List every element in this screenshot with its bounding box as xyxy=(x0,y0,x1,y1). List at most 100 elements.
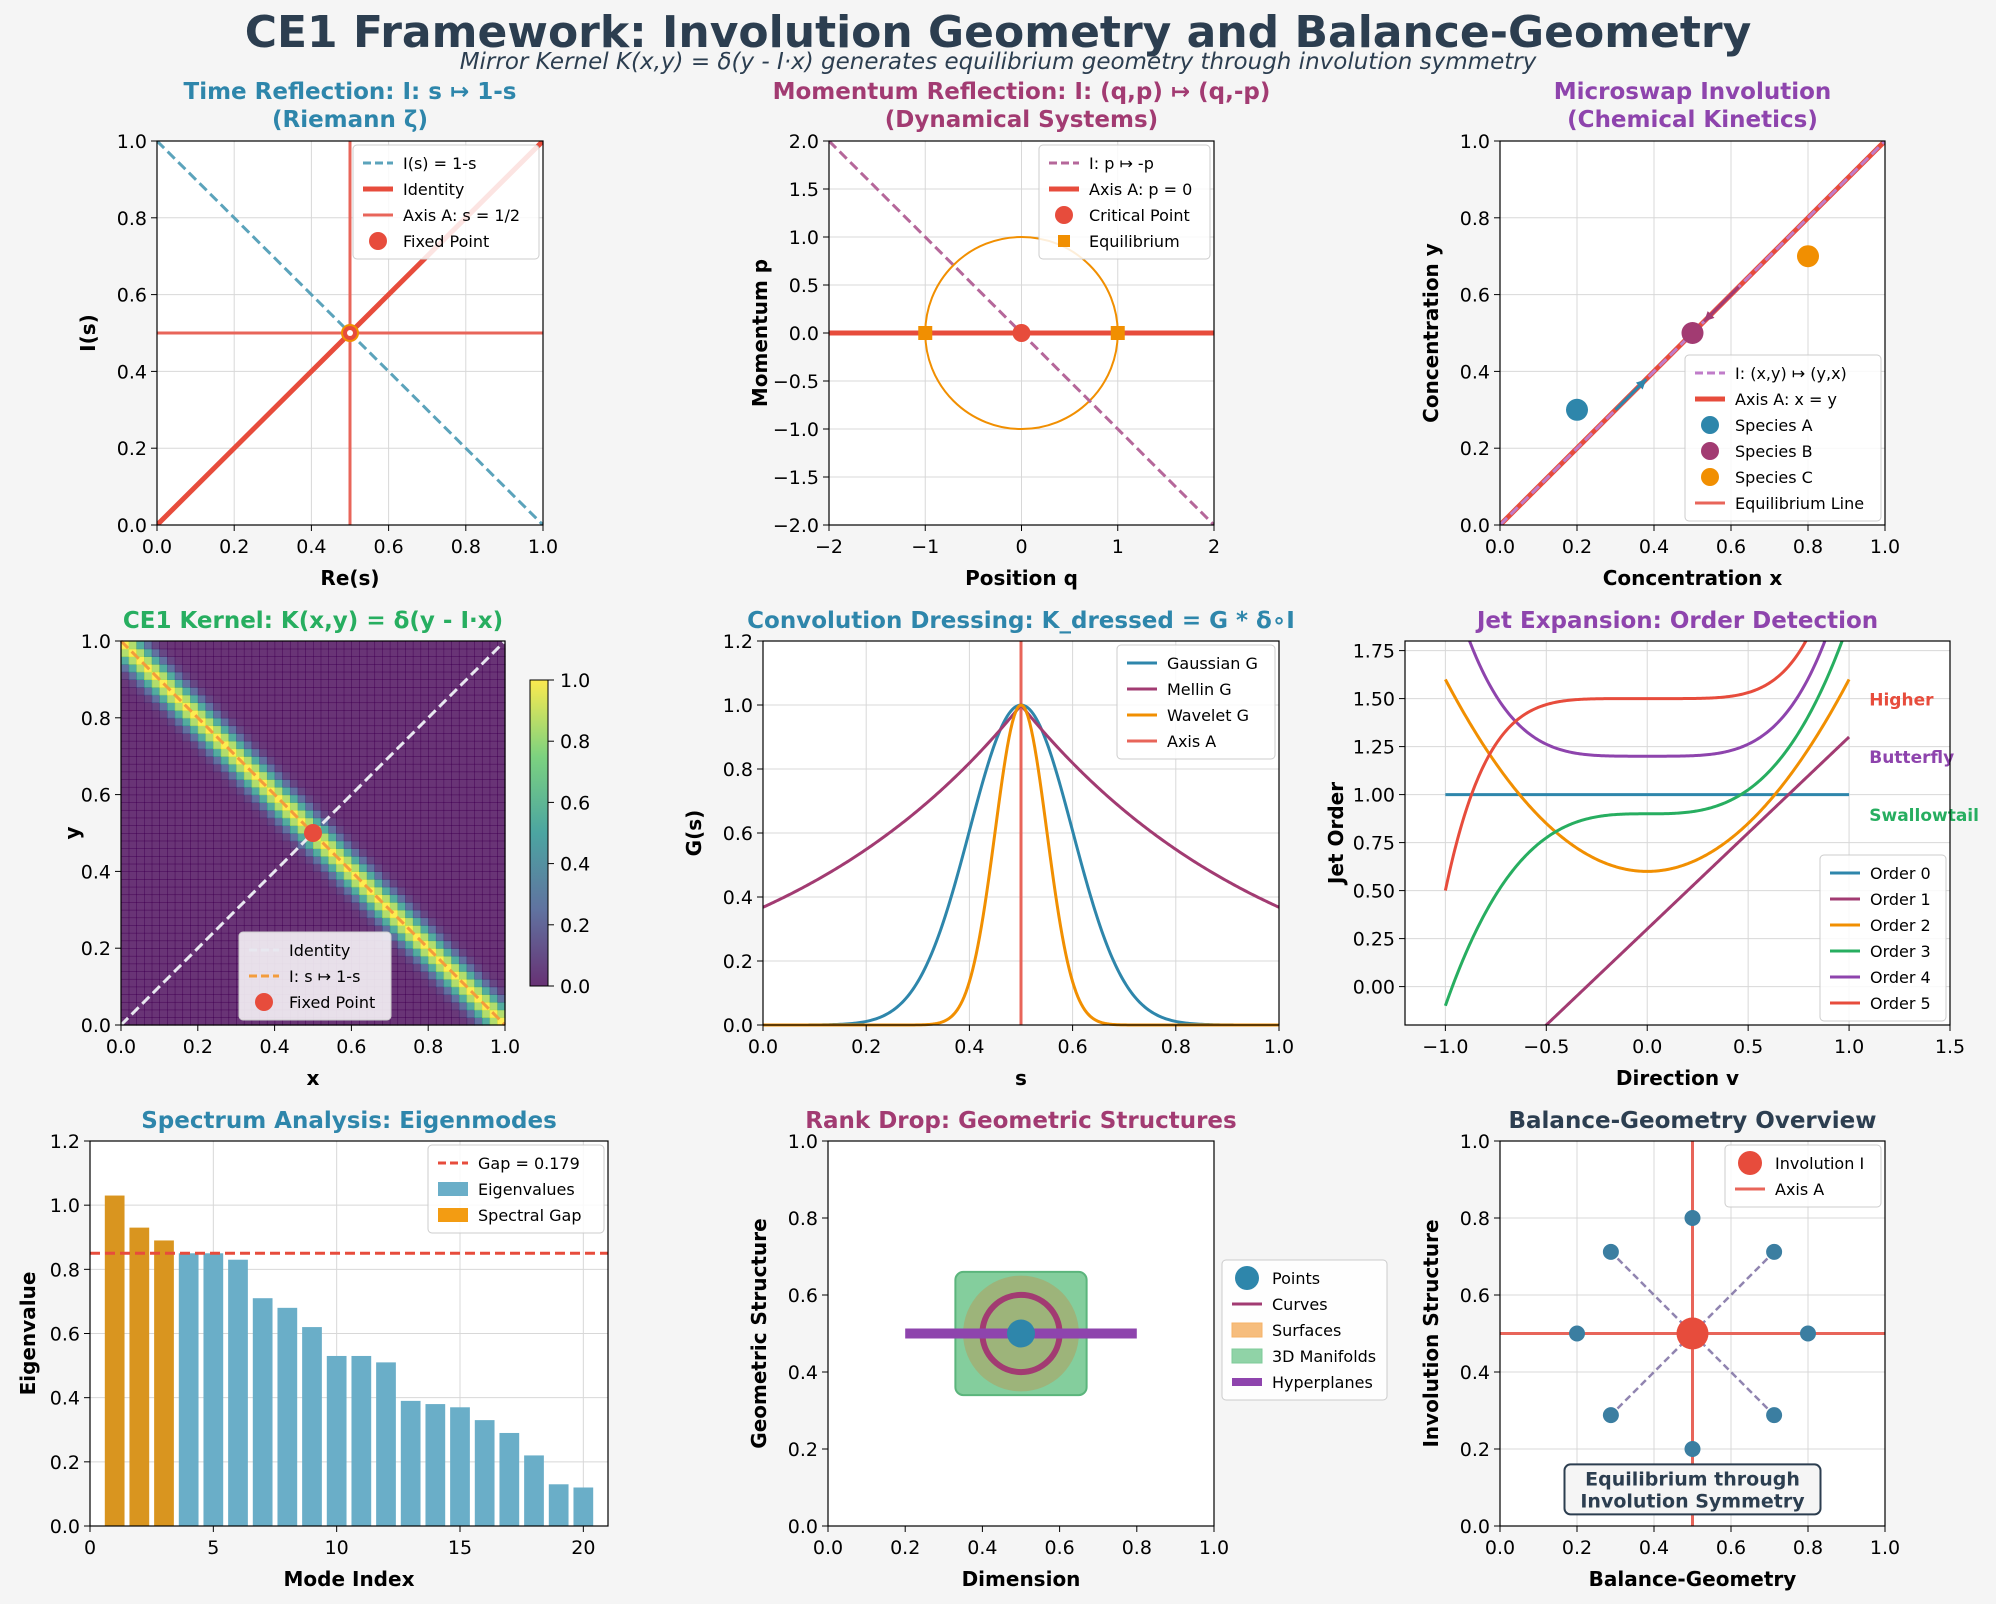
x-tick-label: 1.0 xyxy=(1264,1036,1294,1058)
heatmap-cell xyxy=(220,733,230,742)
heatmap-cell xyxy=(205,978,214,988)
heatmap-cell xyxy=(474,671,483,680)
x-tick-label: 0.4 xyxy=(296,536,326,558)
heatmap-cell xyxy=(405,963,414,972)
heatmap-cell xyxy=(497,994,506,1003)
heatmap-cell xyxy=(489,917,498,926)
heatmap-cell xyxy=(466,1009,475,1018)
y-tick-label: 1.5 xyxy=(789,179,819,201)
heatmap-cell xyxy=(458,1017,468,1026)
heatmap-cell xyxy=(397,848,406,857)
heatmap-cell xyxy=(328,809,337,819)
heatmap-cell xyxy=(320,664,329,673)
heatmap-cell xyxy=(136,809,145,819)
heatmap-cell xyxy=(190,840,199,849)
heatmap-cell xyxy=(128,879,137,888)
heatmap-cell xyxy=(205,863,214,872)
heatmap-cell xyxy=(497,740,506,750)
heatmap-cell xyxy=(451,817,460,826)
heatmap-cell xyxy=(382,809,391,819)
heatmap-cell xyxy=(305,879,314,888)
heatmap-cell xyxy=(382,679,391,688)
heatmap-cell xyxy=(144,871,153,880)
heatmap-cell xyxy=(328,717,337,727)
heatmap-cell xyxy=(220,763,230,773)
heatmap-cell xyxy=(136,863,145,872)
heatmap-cell xyxy=(458,748,468,757)
plot-frame xyxy=(1404,640,1951,1026)
heatmap-cell xyxy=(336,902,345,911)
heatmap-cell xyxy=(151,932,160,942)
heatmap-cell xyxy=(297,886,306,896)
heatmap-cell xyxy=(266,656,276,665)
heatmap-cell xyxy=(144,833,153,842)
heatmap-cell xyxy=(435,932,445,942)
heatmap-cell xyxy=(351,702,360,711)
heatmap-cell xyxy=(174,994,184,1003)
y-tick-label: 0.0 xyxy=(788,1516,818,1538)
heatmap-cell xyxy=(451,717,460,727)
heatmap-cell xyxy=(167,825,176,834)
heatmap-cell xyxy=(328,902,337,911)
heatmap-cell xyxy=(182,679,191,688)
heatmap-cell xyxy=(397,986,406,995)
heatmap-cell xyxy=(159,794,168,803)
heatmap-cell xyxy=(128,748,137,757)
heatmap-cell xyxy=(197,671,207,680)
heatmap-cell xyxy=(458,940,468,949)
heatmap-cell xyxy=(313,756,322,765)
legend-item: Order 5 xyxy=(1830,994,1931,1013)
orbit-point xyxy=(1602,1407,1619,1424)
heatmap-cell xyxy=(305,702,314,711)
heatmap-cell xyxy=(167,771,176,780)
heatmap-cell xyxy=(328,710,337,719)
heatmap-cell xyxy=(236,879,245,888)
heatmap-cell xyxy=(159,894,168,903)
heatmap-cell xyxy=(466,856,475,865)
heatmap-cell xyxy=(251,894,260,903)
heatmap-cell xyxy=(389,825,399,834)
heatmap-cell xyxy=(351,687,360,696)
heatmap-cell xyxy=(336,679,345,688)
heatmap-cell xyxy=(474,740,483,750)
heatmap-cell xyxy=(474,817,483,826)
heatmap-cell xyxy=(428,779,437,788)
heatmap-cell xyxy=(451,994,460,1003)
heatmap-cell xyxy=(389,978,399,988)
heatmap-cell xyxy=(320,748,329,757)
heatmap-cell xyxy=(466,717,475,727)
heatmap-cell xyxy=(243,817,253,826)
heatmap-cell xyxy=(274,656,283,665)
heatmap-cell xyxy=(251,717,260,727)
heatmap-cell xyxy=(251,856,260,865)
heatmap-cell xyxy=(451,955,460,965)
heatmap-cell xyxy=(435,925,445,934)
heatmap-cell xyxy=(274,825,283,834)
heatmap-cell xyxy=(251,925,260,934)
heatmap-cell xyxy=(289,863,299,872)
colorbar-tick-label: 0.2 xyxy=(560,915,590,937)
equilibrium-marker xyxy=(918,326,933,340)
heatmap-cell xyxy=(374,817,383,826)
heatmap-cell xyxy=(220,925,230,934)
y-axis-label: I(s) xyxy=(76,314,100,352)
heatmap-cell xyxy=(451,702,460,711)
heatmap-cell xyxy=(151,856,160,865)
heatmap-cell xyxy=(136,879,145,888)
heatmap-cell xyxy=(351,794,360,803)
heatmap-cell xyxy=(128,710,137,719)
heatmap-cell xyxy=(451,925,460,934)
species-marker xyxy=(1566,398,1588,421)
panel-momentum-reflection: −2 −1 0 1 2−2.0−1.5−1.0−0.50.00.51.01.52.0Po… xyxy=(748,79,1270,590)
heatmap-cell xyxy=(489,825,498,834)
involution-center xyxy=(1676,1317,1709,1350)
heatmap-cell xyxy=(274,840,283,849)
heatmap-cell xyxy=(420,725,429,734)
heatmap-cell xyxy=(151,879,160,888)
heatmap-cell xyxy=(174,817,184,826)
heatmap-cell xyxy=(451,656,460,665)
orbit-point xyxy=(1569,1325,1585,1342)
heatmap-cell xyxy=(374,902,383,911)
heatmap-cell xyxy=(197,725,207,734)
heatmap-cell xyxy=(313,748,322,757)
